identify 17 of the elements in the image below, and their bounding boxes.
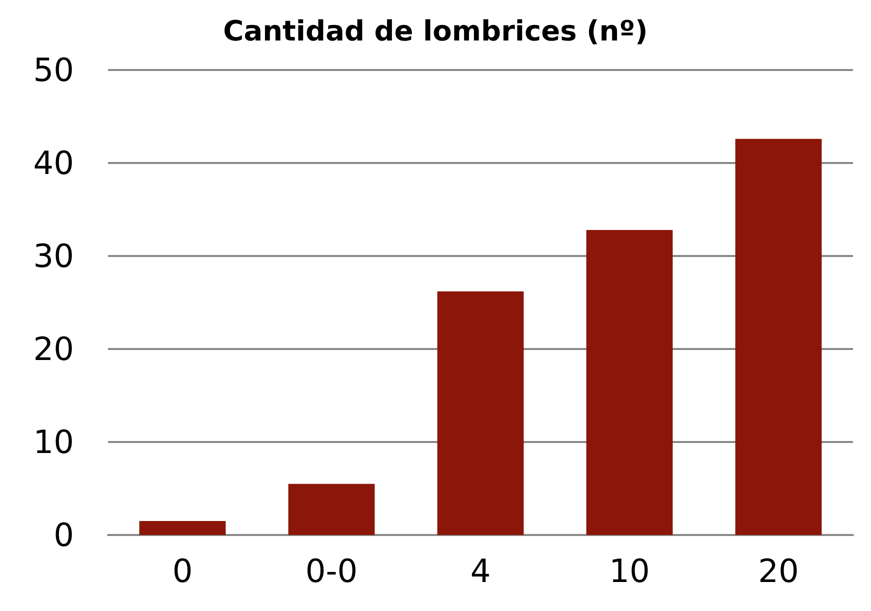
x-tick-label: 4	[470, 552, 491, 590]
y-tick-label: 20	[33, 330, 74, 368]
y-tick-label: 30	[33, 237, 74, 275]
x-tick-label: 0-0	[305, 552, 358, 590]
x-tick-label: 0	[172, 552, 193, 590]
y-tick-label: 0	[54, 516, 74, 554]
bar	[139, 521, 226, 535]
y-tick-label: 50	[33, 51, 74, 89]
bar	[586, 230, 673, 535]
bar	[288, 484, 375, 535]
bar	[437, 291, 524, 535]
x-tick-label: 20	[758, 552, 799, 590]
y-tick-label: 10	[33, 423, 74, 461]
bar	[735, 138, 822, 535]
y-tick-label: 40	[33, 144, 74, 182]
chart-title: Cantidad de lombrices (nº)	[223, 14, 648, 48]
x-tick-label: 10	[609, 552, 650, 590]
